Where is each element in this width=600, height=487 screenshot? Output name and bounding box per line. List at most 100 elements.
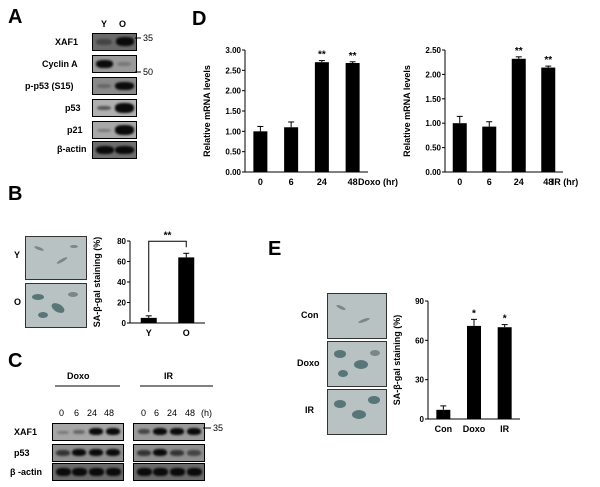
significance-marker: ** (515, 46, 523, 57)
chart-d-ir: 0.00 0.50 1.00 1.50 2.00 2.50 Relative mRNA le… (402, 46, 579, 187)
y-tick-label: 80 (117, 237, 126, 246)
bar (178, 257, 195, 323)
y-axis-label: Relative mRNA levels (202, 65, 212, 157)
chart-d-doxo: 0.00 0.50 1.00 1.50 2.00 2.50 3.00 Relative mRN… (202, 46, 398, 187)
y-tick-label: 2.50 (425, 46, 441, 55)
western-blot-strip (52, 444, 124, 462)
bar (482, 126, 497, 172)
x-tick-label: Doxo (463, 424, 486, 434)
western-blot-strip (92, 55, 137, 73)
y-axis-label: SA-β-gal staining (%) (392, 315, 402, 406)
x-tick-label: 6 (487, 177, 492, 187)
panel-b-letter: B (8, 183, 23, 205)
blot-row-label: XAF1 (14, 427, 38, 437)
lane-label-y: Y (101, 19, 108, 29)
microscopy-image-o (25, 283, 87, 328)
chart-e: 0 30 60 90 SA-β-gal staining (%) Con Doxo * IR * (392, 297, 520, 434)
y-tick-label: 0.50 (225, 148, 241, 157)
bar (452, 123, 467, 172)
y-axis-label: Relative mRNA levels (402, 65, 412, 157)
marker-label-50: 50 (143, 67, 154, 77)
time-label: 24 (87, 408, 98, 418)
blot-row-label: XAF1 (55, 37, 79, 47)
y-tick-label: 90 (415, 297, 424, 306)
bar (314, 62, 329, 173)
y-tick-label: 1.00 (225, 127, 241, 136)
y-tick-label: 1.00 (425, 119, 441, 128)
x-tick-label: 0 (457, 177, 462, 187)
time-label: 48 (104, 408, 115, 418)
panel-a-letter: A (8, 6, 23, 28)
x-tick-label: O (183, 328, 190, 338)
x-tick-label: Y (146, 328, 152, 338)
x-tick-label: 24 (317, 177, 327, 187)
blot-row-label: β-actin (57, 144, 87, 154)
y-tick-label: 30 (415, 376, 424, 385)
group-label-ir: IR (164, 371, 173, 381)
marker-label-35: 35 (213, 423, 224, 433)
y-tick-label: 1.50 (225, 107, 241, 116)
y-tick-label: 40 (117, 278, 126, 287)
bar (497, 327, 512, 419)
x-tick-label: IR (500, 424, 510, 434)
western-blot-strip (133, 463, 205, 481)
significance-marker: ** (544, 55, 552, 66)
panel-d-letter: D (192, 8, 207, 30)
significance-marker: * (503, 314, 507, 325)
x-tick-label: 48 (348, 177, 358, 187)
y-tick-label: 0.00 (225, 168, 241, 177)
microscopy-image-doxo (327, 341, 387, 387)
marker-tick (203, 427, 211, 429)
western-blot-strip (92, 121, 137, 139)
time-label: 6 (154, 408, 160, 418)
marker-ticks (135, 37, 141, 73)
bar (436, 409, 451, 419)
western-blot-strip (52, 423, 124, 441)
bar (140, 317, 157, 323)
bar (467, 325, 481, 419)
x-axis-label: Doxo (hr) (358, 177, 398, 187)
y-tick-label: 2.00 (225, 87, 241, 96)
x-tick-label: 0 (258, 177, 263, 187)
image-row-label-doxo: Doxo (297, 358, 320, 368)
time-label: 0 (141, 408, 147, 418)
western-blot-strip (92, 33, 137, 51)
x-axis-label: IR (hr) (552, 177, 579, 187)
blot-row-label: Cyclin A (42, 59, 78, 69)
microscopy-image-y (25, 236, 87, 280)
x-tick-label: 48 (543, 177, 553, 187)
time-label: 24 (167, 408, 178, 418)
blot-row-label: β -actin (10, 467, 42, 477)
time-label: 6 (74, 408, 80, 418)
blot-row-label: p53 (14, 448, 30, 458)
bar (253, 131, 268, 172)
x-tick-label: 24 (514, 177, 524, 187)
x-tick-label: Con (435, 424, 453, 434)
x-tick-label: 6 (289, 177, 294, 187)
lane-label-o: O (119, 19, 127, 29)
microscopy-image-con (327, 293, 387, 339)
y-tick-label: 60 (117, 258, 126, 267)
blot-row-label: p-p53 (S15) (25, 81, 74, 91)
western-blot-strip (52, 463, 124, 481)
y-tick-label: 0.00 (425, 168, 441, 177)
y-tick-label: 2.50 (225, 66, 241, 75)
image-row-label-y: Y (14, 250, 21, 260)
panel-e-letter: E (268, 238, 282, 260)
significance-bracket (148, 240, 187, 312)
time-label: 48 (185, 408, 196, 418)
image-row-label-ir: IR (305, 405, 314, 415)
time-unit: (h) (201, 408, 212, 418)
significance-marker: ** (318, 50, 326, 61)
image-row-label-con: Con (301, 310, 319, 320)
y-tick-label: 0 (420, 415, 425, 424)
blot-row-label: p53 (65, 103, 81, 113)
panel-c-letter: C (8, 350, 23, 372)
bar (284, 127, 299, 172)
western-blot-strip (133, 423, 205, 441)
y-tick-label: 1.50 (425, 95, 441, 104)
time-label: 0 (59, 408, 65, 418)
y-axis-label: SA-β-gal staining (%) (92, 237, 102, 328)
western-blot-strip (133, 444, 205, 462)
chart-b: 0 20 40 60 80 SA-β-gal staining (%) Y O ** (92, 230, 205, 338)
